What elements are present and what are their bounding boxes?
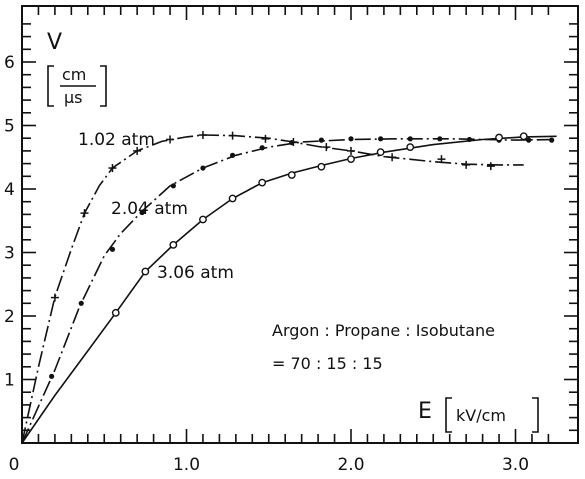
y-tick-label: 1 <box>4 371 15 391</box>
data-point-1-02-atm <box>347 146 355 155</box>
data-point-3-06-atm <box>287 171 296 179</box>
x-axis-label: E <box>418 399 432 424</box>
data-point-1-02-atm <box>437 155 446 164</box>
data-point-2-04-atm <box>348 136 354 142</box>
data-point-3-06-atm <box>406 143 415 151</box>
x-axis-unit: kV/cm <box>445 397 539 433</box>
data-point-1-02-atm <box>322 143 331 152</box>
data-point-2-04-atm <box>437 136 443 142</box>
data-point-2-04-atm <box>407 136 413 142</box>
series-label-1-02-atm: 1.02 atm <box>78 130 155 150</box>
data-point-1-02-atm <box>80 209 89 218</box>
data-point-3-06-atm <box>111 308 120 317</box>
annotation-line-2: = 70 : 15 : 15 <box>272 354 383 373</box>
series-label-3-06-atm: 3.06 atm <box>157 263 234 283</box>
data-point-3-06-atm <box>169 240 178 249</box>
data-point-2-04-atm <box>378 136 384 142</box>
data-point-3-06-atm <box>347 155 355 164</box>
series-line-2-04-atm <box>21 138 557 444</box>
y-unit-numerator: cm <box>62 65 86 84</box>
data-point-2-04-atm <box>259 145 265 151</box>
y-unit-right-bracket <box>100 65 107 107</box>
plot-frame <box>21 5 579 444</box>
y-axis-label: V <box>47 30 62 55</box>
data-point-1-02-atm <box>166 135 175 144</box>
annotation-line-1: Argon : Propane : Isobutane <box>272 321 495 340</box>
data-point-1-02-atm <box>228 131 237 140</box>
x-tick-label: 1.0 <box>173 455 200 475</box>
data-point-3-06-atm <box>495 133 503 142</box>
x-tick-label: 3.0 <box>502 455 529 475</box>
data-point-1-02-atm <box>198 131 207 140</box>
y-axis-unit: cm μs <box>47 65 107 107</box>
data-point-1-02-atm <box>133 146 142 155</box>
data-point-2-04-atm <box>318 137 324 143</box>
data-point-2-04-atm <box>229 152 236 158</box>
data-point-1-02-atm <box>261 134 270 143</box>
data-point-2-04-atm <box>170 183 176 189</box>
data-point-3-06-atm <box>317 162 326 171</box>
series-label-2-04-atm: 2.04 atm <box>111 199 188 219</box>
data-point-2-04-atm <box>109 246 116 252</box>
y-unit-left-bracket <box>47 65 54 107</box>
tick-group: 0 1.0 2.0 3.0 1 2 3 4 5 6 <box>4 6 578 475</box>
data-point-3-06-atm <box>376 148 385 157</box>
data-point-1-02-atm <box>50 293 59 302</box>
data-point-2-04-atm <box>49 373 55 379</box>
data-point-3-06-atm <box>519 132 528 141</box>
y-tick-label: 4 <box>4 180 15 200</box>
y-tick-label: 3 <box>4 244 15 264</box>
data-point-1-02-atm <box>462 160 471 169</box>
data-point-3-06-atm <box>141 267 150 276</box>
data-point-2-04-atm <box>139 209 145 216</box>
data-point-1-02-atm <box>388 153 397 162</box>
data-point-3-06-atm <box>199 215 207 224</box>
x-tick-label: 2.0 <box>337 455 364 475</box>
data-point-2-04-atm <box>289 140 295 146</box>
y-tick-label: 5 <box>4 117 15 137</box>
y-unit-denominator: μs <box>64 88 83 107</box>
data-point-1-02-atm <box>108 164 117 173</box>
y-tick-label: 6 <box>4 53 15 73</box>
x-tick-label: 0 <box>9 455 20 475</box>
data-point-2-04-atm <box>526 137 532 143</box>
y-tick-label: 2 <box>4 307 15 327</box>
data-point-3-06-atm <box>258 178 267 187</box>
data-point-3-06-atm <box>228 194 237 203</box>
data-point-2-04-atm <box>200 165 206 171</box>
data-point-2-04-atm <box>78 300 84 306</box>
series-line-1-02-atm <box>21 134 524 444</box>
series-group <box>21 131 557 444</box>
x-unit-right-bracket <box>532 397 539 433</box>
x-unit-text: kV/cm <box>456 406 506 425</box>
data-point-2-04-atm <box>549 137 555 143</box>
data-point-1-02-atm <box>486 162 495 171</box>
x-unit-left-bracket <box>445 397 452 433</box>
